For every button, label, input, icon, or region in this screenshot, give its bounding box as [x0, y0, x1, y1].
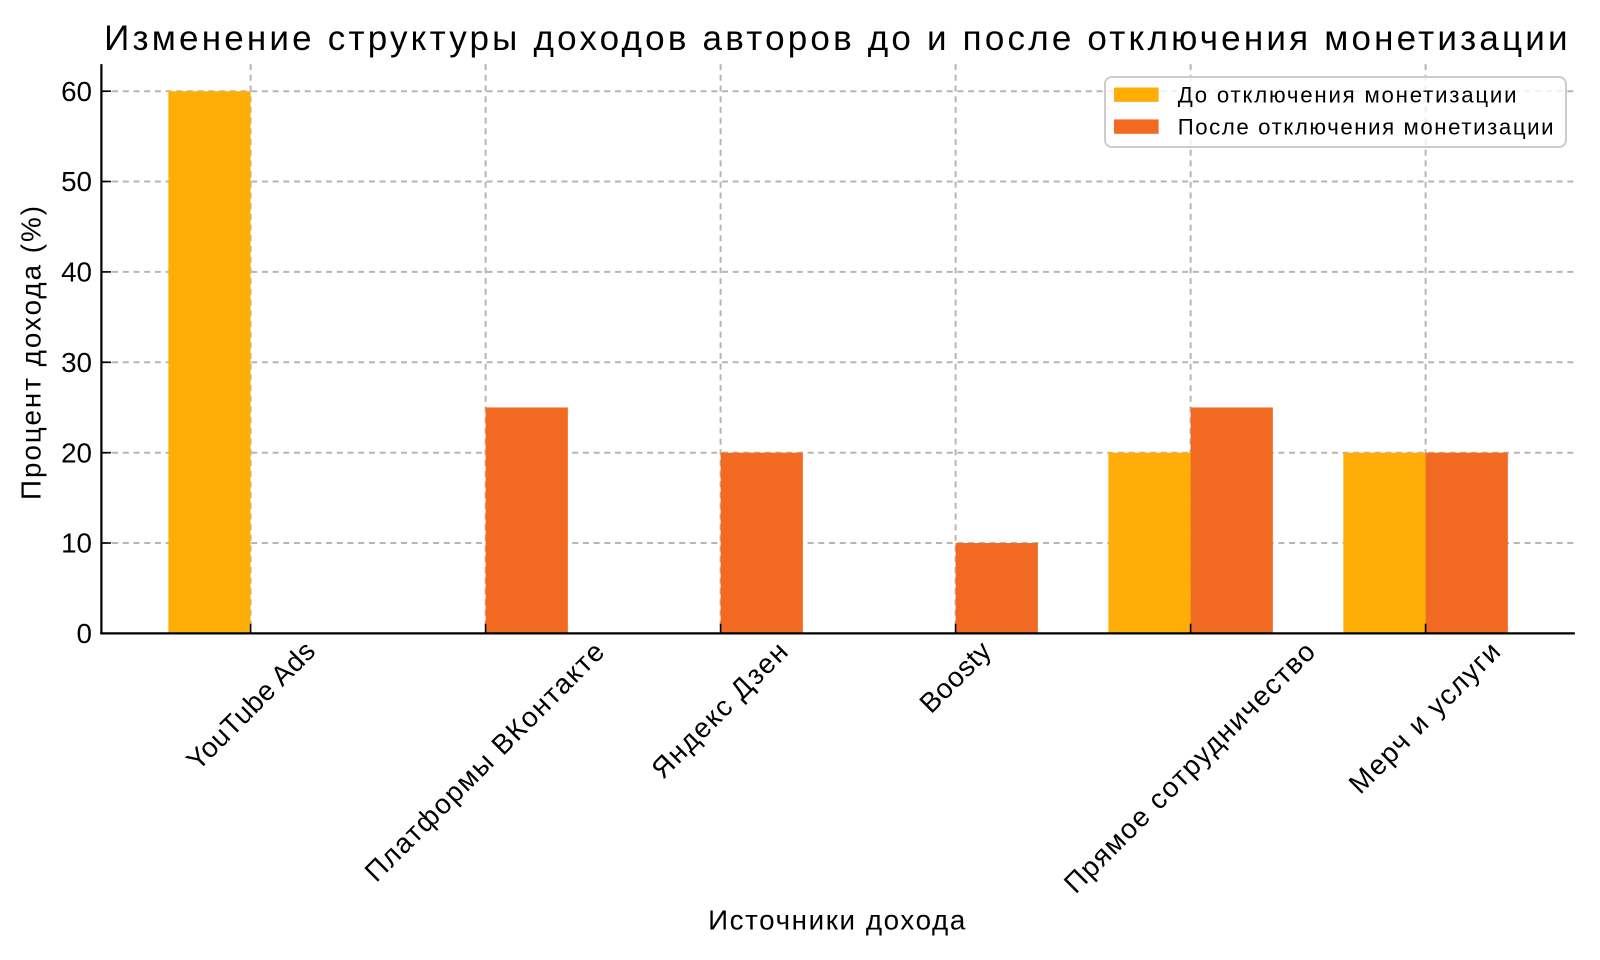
- svg-text:Источники дохода: Источники дохода: [708, 905, 967, 936]
- svg-text:Изменение структуры доходов ав: Изменение структуры доходов авторов до и…: [104, 19, 1571, 58]
- svg-text:50: 50: [61, 166, 92, 197]
- svg-text:До отключения монетизации: До отключения монетизации: [1178, 83, 1519, 108]
- svg-text:Процент дохода (%): Процент дохода (%): [16, 204, 47, 500]
- svg-text:0: 0: [77, 618, 92, 649]
- svg-text:30: 30: [61, 347, 92, 378]
- svg-text:60: 60: [61, 76, 92, 107]
- svg-text:После отключения монетизации: После отключения монетизации: [1178, 115, 1555, 140]
- svg-text:40: 40: [61, 257, 92, 288]
- svg-text:20: 20: [61, 437, 92, 468]
- svg-text:10: 10: [61, 528, 92, 559]
